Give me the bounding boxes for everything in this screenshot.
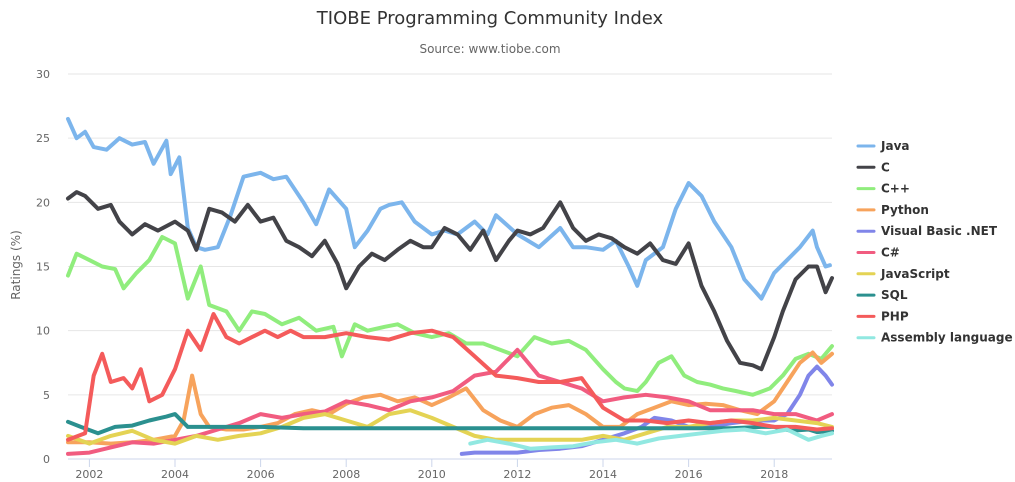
y-tick-label: 20 bbox=[36, 196, 50, 209]
chart-title: TIOBE Programming Community Index bbox=[316, 8, 664, 29]
x-tick-label: 2006 bbox=[247, 468, 275, 481]
y-tick-label: 25 bbox=[36, 132, 50, 145]
x-tick-label: 2002 bbox=[75, 468, 103, 481]
legend: Java C C++ Python Visual Basic .NET C# JavaScr… bbox=[856, 139, 1013, 345]
y-axis-ticks: 0 5 10 15 20 25 30 bbox=[36, 68, 50, 466]
chart-subtitle: Source: www.tiobe.com bbox=[419, 42, 560, 56]
legend-label: Java bbox=[880, 139, 909, 153]
legend-label: C++ bbox=[881, 182, 910, 196]
legend-label: Assembly language bbox=[881, 331, 1013, 345]
x-axis-ticks: 2002 2004 2006 2008 2010 2012 2014 2016 2018 bbox=[68, 458, 832, 481]
legend-label: JavaScript bbox=[880, 267, 950, 281]
x-tick-label: 2016 bbox=[675, 468, 703, 481]
legend-item-visual-basic-net[interactable]: Visual Basic .NET bbox=[856, 224, 998, 238]
x-tick-label: 2018 bbox=[760, 468, 788, 481]
legend-label: Python bbox=[881, 203, 929, 217]
series-line-c bbox=[66, 190, 834, 372]
series-line-java bbox=[66, 116, 832, 301]
series-line-c- bbox=[66, 347, 834, 456]
legend-label: C# bbox=[881, 246, 900, 260]
series-line-python bbox=[66, 350, 834, 446]
series-line-php bbox=[66, 312, 834, 442]
legend-item-javascript[interactable]: JavaScript bbox=[856, 267, 950, 281]
legend-label: C bbox=[881, 160, 890, 174]
x-tick-label: 2004 bbox=[161, 468, 189, 481]
legend-item-c[interactable]: C bbox=[856, 160, 890, 174]
legend-label: SQL bbox=[881, 288, 908, 302]
legend-item-c-[interactable]: C# bbox=[856, 246, 900, 260]
x-tick-label: 2014 bbox=[589, 468, 617, 481]
legend-label: PHP bbox=[881, 309, 909, 323]
grid bbox=[68, 73, 832, 460]
y-tick-label: 15 bbox=[36, 261, 50, 274]
x-tick-label: 2008 bbox=[332, 468, 360, 481]
legend-item-sql[interactable]: SQL bbox=[856, 288, 908, 302]
y-tick-label: 5 bbox=[43, 389, 50, 402]
legend-item-java[interactable]: Java bbox=[856, 139, 909, 153]
legend-item-python[interactable]: Python bbox=[856, 203, 929, 217]
legend-label: Visual Basic .NET bbox=[881, 224, 998, 238]
legend-item-php[interactable]: PHP bbox=[856, 309, 909, 323]
y-tick-label: 0 bbox=[43, 453, 50, 466]
y-axis-label: Ratings (%) bbox=[9, 230, 23, 300]
y-tick-label: 30 bbox=[36, 68, 50, 81]
series-lines bbox=[66, 116, 834, 456]
series-line-visual-basic-net bbox=[459, 364, 834, 456]
y-tick-label: 10 bbox=[36, 325, 50, 338]
legend-item-c-[interactable]: C++ bbox=[856, 182, 910, 196]
x-tick-label: 2010 bbox=[418, 468, 446, 481]
series-line-assembly-language bbox=[468, 427, 834, 451]
legend-item-assembly-language[interactable]: Assembly language bbox=[856, 331, 1013, 345]
x-tick-label: 2012 bbox=[503, 468, 531, 481]
